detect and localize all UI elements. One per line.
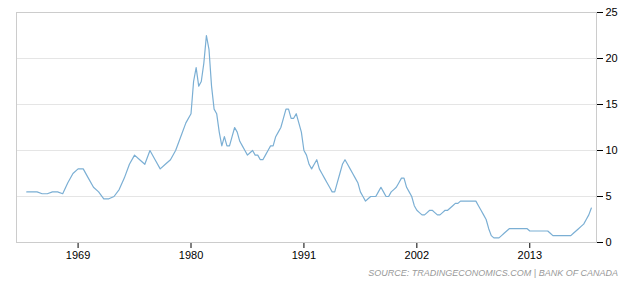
svg-text:2013: 2013 bbox=[518, 249, 542, 261]
svg-text:20: 20 bbox=[606, 52, 618, 64]
svg-text:15: 15 bbox=[606, 98, 618, 110]
svg-text:2002: 2002 bbox=[405, 249, 429, 261]
svg-text:5: 5 bbox=[606, 190, 612, 202]
svg-text:0: 0 bbox=[606, 236, 612, 248]
svg-text:10: 10 bbox=[606, 144, 618, 156]
svg-text:1969: 1969 bbox=[66, 249, 90, 261]
html-text:SOURCE: TRADINGECONOMICS.COM |: SOURCE: TRADINGECONOMICS.COM | BANK OF C… bbox=[368, 268, 618, 278]
svg-text:25: 25 bbox=[606, 6, 618, 18]
svg-text:1980: 1980 bbox=[179, 249, 203, 261]
svg-text:1991: 1991 bbox=[292, 249, 316, 261]
